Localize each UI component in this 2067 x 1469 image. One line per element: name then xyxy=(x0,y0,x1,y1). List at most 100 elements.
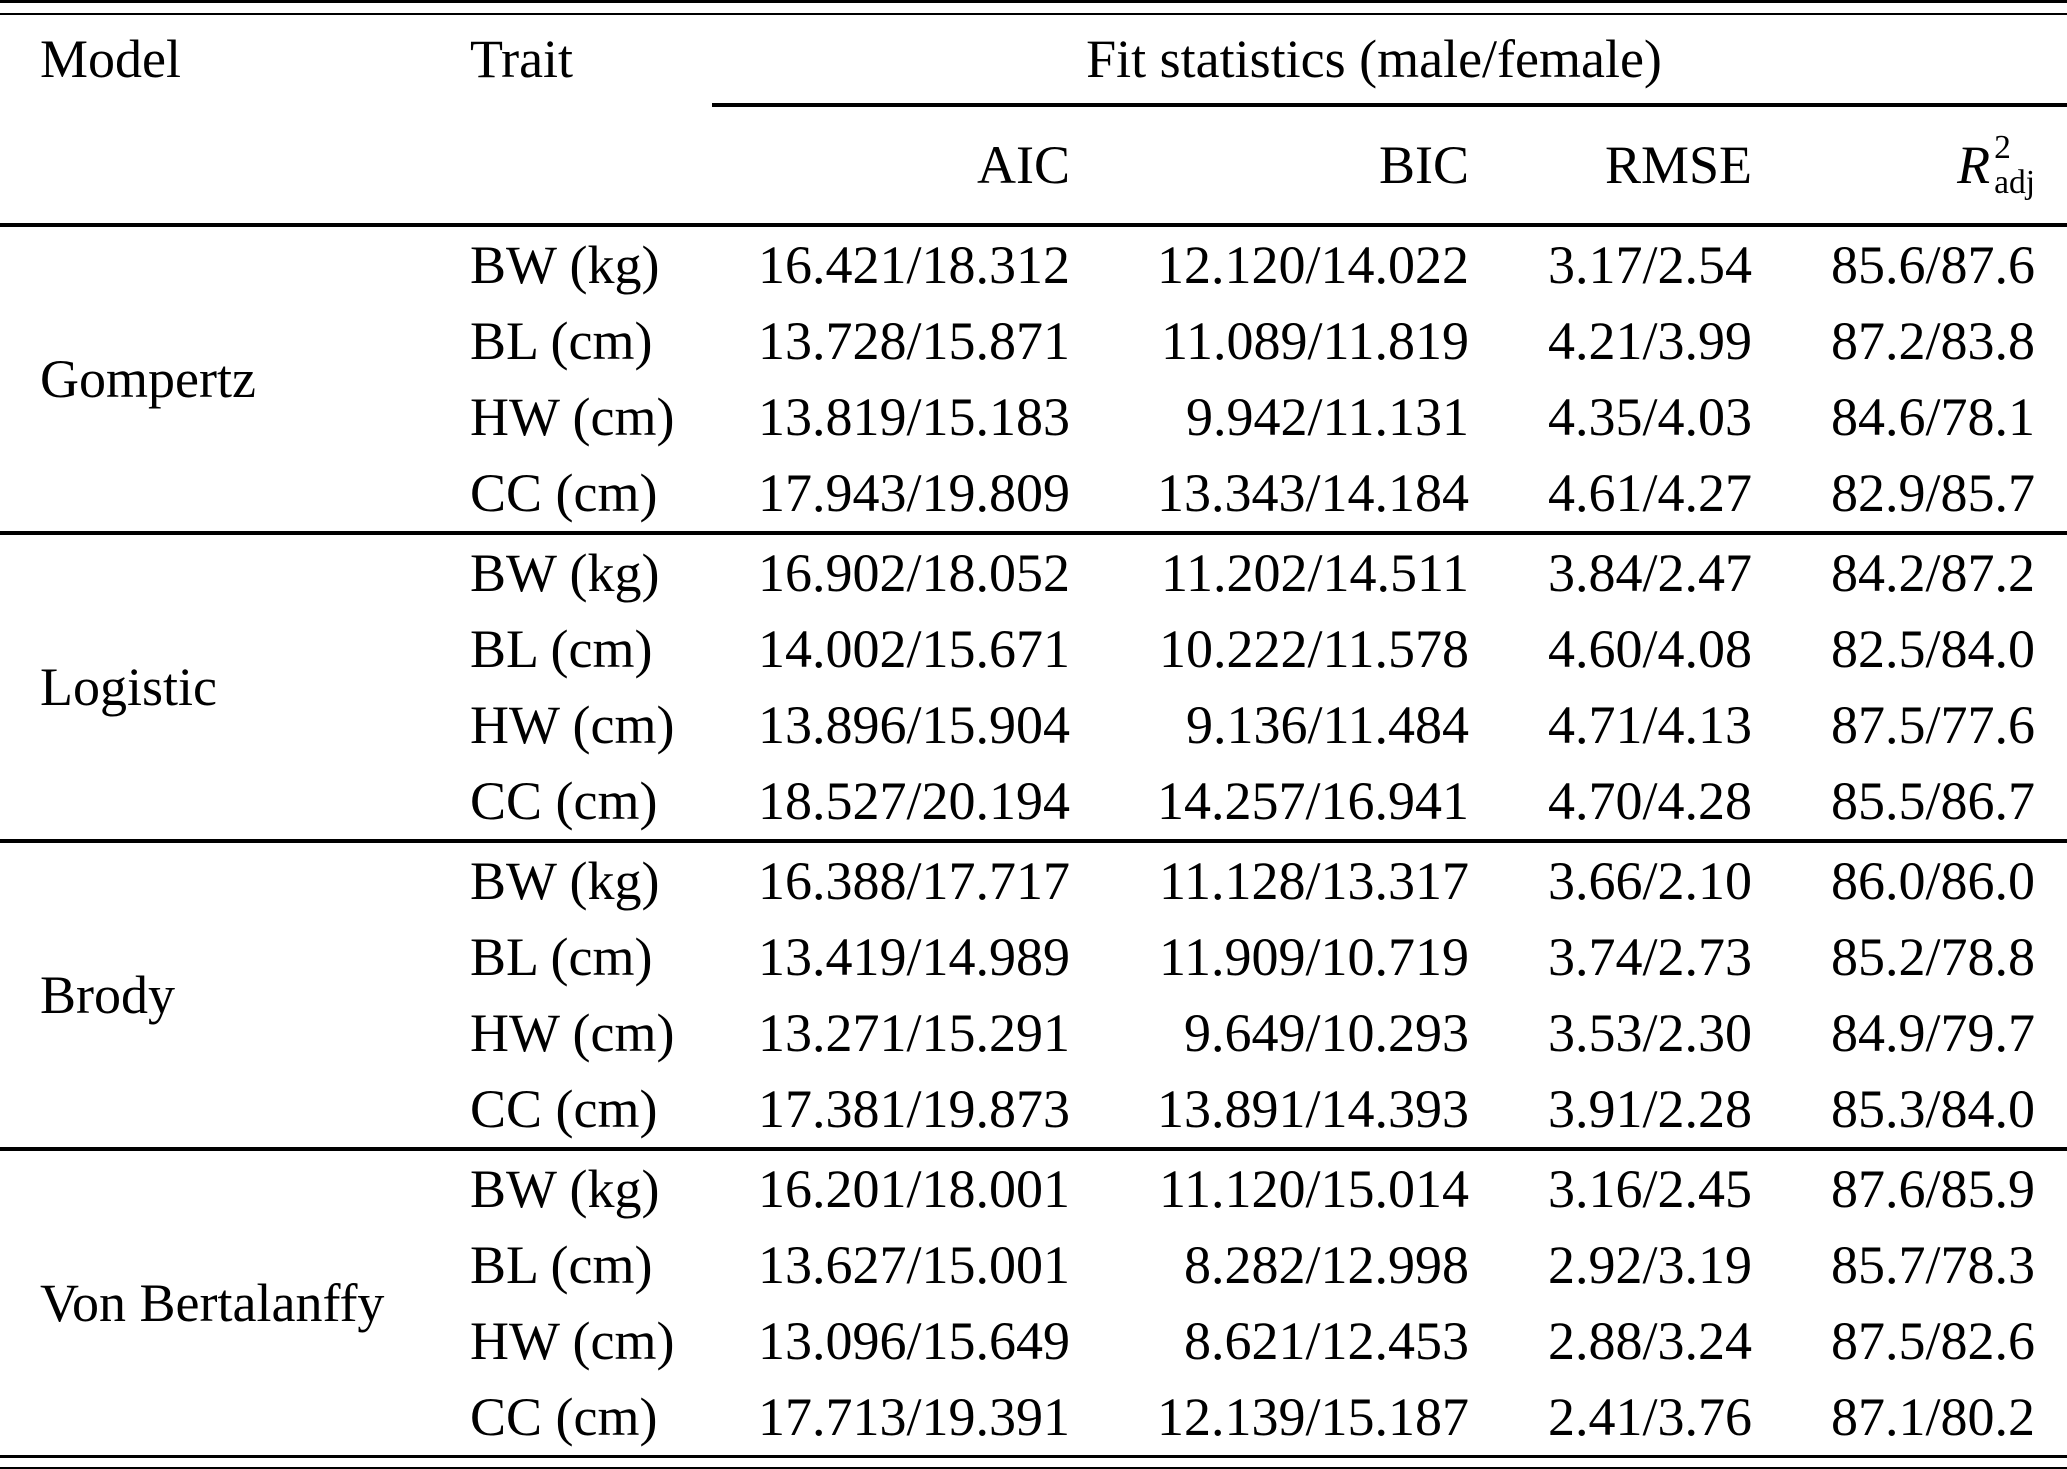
cell-r2adj: 86.0/86.0 xyxy=(1830,851,2035,911)
table-header-row-2: AIC BIC RMSE R 2 adj xyxy=(0,107,2067,223)
cell-aic: 17.943/19.809 xyxy=(757,463,1070,523)
cell-aic: 13.627/15.001 xyxy=(757,1235,1070,1295)
model-label: Brody xyxy=(40,965,175,1025)
cell-r2adj: 87.2/83.8 xyxy=(1830,311,2035,371)
trait-label: BW (kg) xyxy=(470,235,660,295)
trait-label: HW (cm) xyxy=(470,695,675,755)
cell-bic: 12.120/14.022 xyxy=(1156,235,1469,295)
cell-bic: 13.343/14.184 xyxy=(1156,463,1469,523)
cell-rmse: 3.16/2.45 xyxy=(1547,1159,1752,1219)
cell-rmse: 3.66/2.10 xyxy=(1547,851,1752,911)
cell-aic: 16.201/18.001 xyxy=(757,1159,1070,1219)
model-block-von-bertalanffy: Von Bertalanffy BW (kg) 16.201/18.001 11… xyxy=(0,1151,2067,1455)
cell-rmse: 4.60/4.08 xyxy=(1547,619,1752,679)
cell-r2adj: 87.6/85.9 xyxy=(1830,1159,2035,1219)
cell-bic: 11.120/15.014 xyxy=(1159,1159,1469,1219)
cell-aic: 13.819/15.183 xyxy=(757,387,1070,447)
cell-r2adj: 84.9/79.7 xyxy=(1830,1003,2035,1063)
header-spacer-model xyxy=(40,107,470,223)
cell-r2adj: 84.2/87.2 xyxy=(1830,543,2035,603)
cell-r2adj: 85.5/86.7 xyxy=(1830,771,2035,831)
cell-r2adj: 85.7/78.3 xyxy=(1830,1235,2035,1295)
column-header-model: Model xyxy=(40,29,181,89)
cell-bic: 14.257/16.941 xyxy=(1156,771,1469,831)
cell-r2adj: 87.1/80.2 xyxy=(1830,1387,2035,1447)
cell-bic: 10.222/11.578 xyxy=(1159,619,1469,679)
column-header-r2adj: R 2 adj xyxy=(1752,107,2035,223)
cell-bic: 9.942/11.131 xyxy=(1186,387,1469,447)
trait-label: CC (cm) xyxy=(470,1387,658,1447)
fit-statistics-spanner-rule xyxy=(712,103,2067,107)
cell-aic: 17.713/19.391 xyxy=(757,1387,1070,1447)
cell-aic: 13.728/15.871 xyxy=(757,311,1070,371)
top-double-rule xyxy=(0,0,2067,15)
cell-r2adj: 87.5/82.6 xyxy=(1830,1311,2035,1371)
trait-label: BL (cm) xyxy=(470,619,653,679)
cell-bic: 12.139/15.187 xyxy=(1156,1387,1469,1447)
cell-rmse: 3.17/2.54 xyxy=(1547,235,1752,295)
model-block-gompertz: Gompertz BW (kg) 16.421/18.312 12.120/14… xyxy=(0,227,2067,531)
model-block-logistic: Logistic BW (kg) 16.902/18.052 11.202/14… xyxy=(0,535,2067,839)
cell-r2adj: 85.6/87.6 xyxy=(1830,235,2035,295)
cell-r2adj: 84.6/78.1 xyxy=(1830,387,2035,447)
cell-bic: 11.202/14.511 xyxy=(1161,543,1469,603)
trait-label: CC (cm) xyxy=(470,771,658,831)
cell-bic: 13.891/14.393 xyxy=(1156,1079,1469,1139)
model-label: Gompertz xyxy=(40,349,256,409)
cell-rmse: 4.71/4.13 xyxy=(1547,695,1752,755)
trait-label: HW (cm) xyxy=(470,387,675,447)
model-block-brody: Brody BW (kg) 16.388/17.717 11.128/13.31… xyxy=(0,843,2067,1147)
model-label: Logistic xyxy=(40,657,217,717)
cell-aic: 13.419/14.989 xyxy=(757,927,1070,987)
cell-rmse: 3.84/2.47 xyxy=(1547,543,1752,603)
header-bottom-rule xyxy=(0,223,2067,227)
trait-label: BL (cm) xyxy=(470,311,653,371)
cell-bic: 11.909/10.719 xyxy=(1159,927,1469,987)
trait-label: BW (kg) xyxy=(470,1159,660,1219)
trait-label: BW (kg) xyxy=(470,851,660,911)
cell-rmse: 2.41/3.76 xyxy=(1547,1387,1752,1447)
cell-aic: 16.421/18.312 xyxy=(757,235,1070,295)
cell-aic: 16.388/17.717 xyxy=(757,851,1070,911)
cell-rmse: 3.53/2.30 xyxy=(1547,1003,1752,1063)
trait-label: BL (cm) xyxy=(470,1235,653,1295)
cell-r2adj: 82.5/84.0 xyxy=(1830,619,2035,679)
column-header-aic: AIC xyxy=(977,135,1070,195)
block-divider xyxy=(0,1147,2067,1151)
cell-aic: 16.902/18.052 xyxy=(757,543,1070,603)
trait-label: CC (cm) xyxy=(470,463,658,523)
block-divider xyxy=(0,531,2067,535)
column-header-rmse: RMSE xyxy=(1604,135,1752,195)
cell-r2adj: 85.2/78.8 xyxy=(1830,927,2035,987)
column-header-trait: Trait xyxy=(470,29,574,89)
model-label: Von Bertalanffy xyxy=(40,1273,385,1333)
column-header-bic: BIC xyxy=(1378,135,1469,195)
cell-aic: 14.002/15.671 xyxy=(757,619,1070,679)
cell-bic: 9.649/10.293 xyxy=(1183,1003,1469,1063)
cell-r2adj: 85.3/84.0 xyxy=(1830,1079,2035,1139)
cell-r2adj: 87.5/77.6 xyxy=(1830,695,2035,755)
cell-rmse: 4.35/4.03 xyxy=(1547,387,1752,447)
cell-bic: 8.282/12.998 xyxy=(1183,1235,1469,1295)
trait-label: HW (cm) xyxy=(470,1003,675,1063)
r2adj-superscript: 2 xyxy=(1994,128,2011,166)
trait-label: CC (cm) xyxy=(470,1079,658,1139)
cell-bic: 9.136/11.484 xyxy=(1186,695,1469,755)
cell-aic: 13.096/15.649 xyxy=(757,1311,1070,1371)
cell-bic: 8.621/12.453 xyxy=(1183,1311,1469,1371)
r2adj-subscript: adj xyxy=(1994,164,2035,201)
cell-aic: 13.271/15.291 xyxy=(757,1003,1070,1063)
cell-bic: 11.128/13.317 xyxy=(1159,851,1469,911)
cell-rmse: 3.74/2.73 xyxy=(1547,927,1752,987)
cell-rmse: 4.70/4.28 xyxy=(1547,771,1752,831)
cell-rmse: 2.92/3.19 xyxy=(1547,1235,1752,1295)
cell-rmse: 3.91/2.28 xyxy=(1547,1079,1752,1139)
r2adj-base: R xyxy=(1957,135,1991,195)
trait-label: HW (cm) xyxy=(470,1311,675,1371)
bottom-double-rule xyxy=(0,1455,2067,1469)
table-header-row-1: Model Trait Fit statistics (male/female) xyxy=(0,15,2067,103)
column-group-header-fit-statistics: Fit statistics (male/female) xyxy=(1086,29,1662,89)
cell-aic: 18.527/20.194 xyxy=(757,771,1070,831)
header-spacer-trait xyxy=(470,107,713,223)
